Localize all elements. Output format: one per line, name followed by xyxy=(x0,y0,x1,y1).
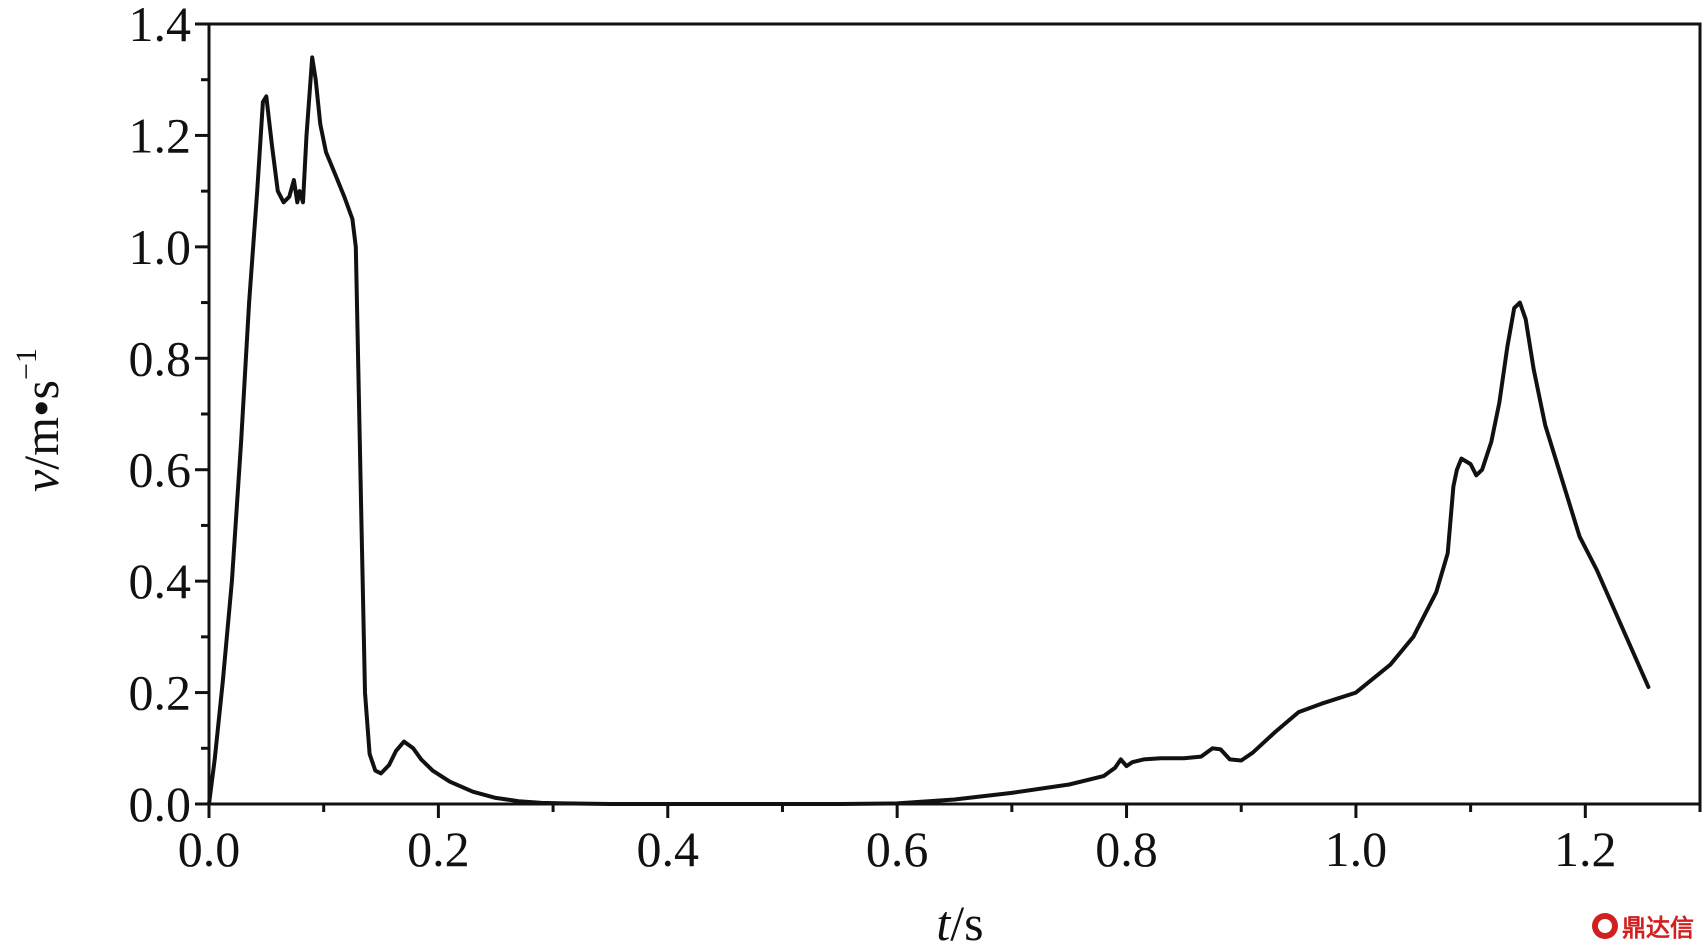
y-axis-title-var: v xyxy=(13,469,69,492)
series-line xyxy=(207,55,1651,806)
x-tick-label: 0.8 xyxy=(1095,821,1158,877)
x-tick-label: 0.2 xyxy=(407,821,470,877)
y-tick-label: 0.2 xyxy=(129,665,192,721)
x-axis-title-unit: /s xyxy=(950,895,983,949)
x-tick-label: 1.0 xyxy=(1325,821,1388,877)
y-axis-tick-labels: 0.0 0.2 0.4 0.6 0.8 1.0 1.2 1.4 xyxy=(129,0,192,832)
x-tick-label: 0.0 xyxy=(178,821,241,877)
y-tick-label: 0.0 xyxy=(129,776,192,832)
x-axis-title: t/s xyxy=(936,895,983,949)
y-tick-label: 0.4 xyxy=(129,553,192,609)
y-tick-label: 1.0 xyxy=(129,219,192,275)
y-tick-label: 0.6 xyxy=(129,442,192,498)
x-tick-label: 1.2 xyxy=(1554,821,1617,877)
y-tick-label: 0.8 xyxy=(129,330,192,386)
x-tick-label: 0.4 xyxy=(637,821,700,877)
y-axis-title-exponent: −1 xyxy=(10,348,43,380)
x-axis-title-var: t xyxy=(936,895,951,949)
watermark: 鼎达信 xyxy=(1592,908,1694,943)
x-axis-ticks xyxy=(207,804,1702,818)
x-axis-tick-labels: 0.0 0.2 0.4 0.6 0.8 1.0 1.2 xyxy=(178,821,1617,877)
y-axis-title-unit: /m•s xyxy=(13,380,69,470)
watermark-text: 鼎达信 xyxy=(1622,914,1694,942)
y-axis-title: v/m•s−1 xyxy=(10,348,69,492)
y-tick-label: 1.2 xyxy=(129,107,192,163)
circle-logo-icon xyxy=(1592,912,1618,939)
y-tick-label: 1.4 xyxy=(129,0,192,52)
x-tick-label: 0.6 xyxy=(866,821,929,877)
plot-frame xyxy=(207,22,1702,806)
y-axis-ticks xyxy=(195,22,209,806)
